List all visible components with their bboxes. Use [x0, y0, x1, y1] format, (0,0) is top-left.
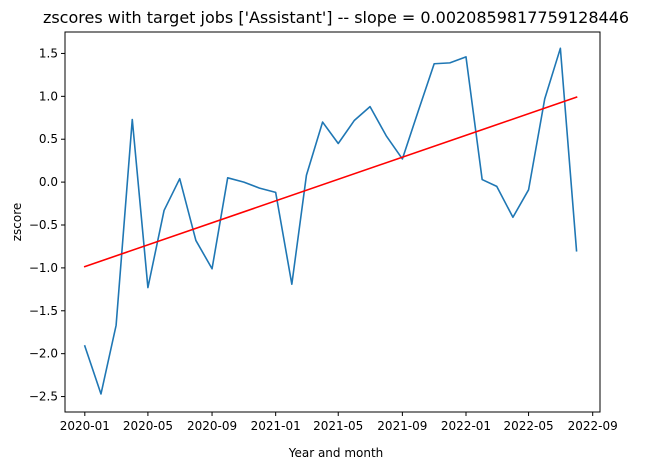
x-tick-label: 2020-05: [123, 419, 173, 433]
x-tick-label: 2020-01: [60, 419, 110, 433]
y-tick-label: −1.5: [29, 304, 58, 318]
y-tick-label: 0.0: [39, 175, 58, 189]
trend-line: [83, 96, 578, 268]
x-tick-label: 2022-05: [503, 419, 553, 433]
y-tick-label: −2.5: [29, 390, 58, 404]
y-axis-label: zscore: [10, 203, 24, 242]
x-axis-label: Year and month: [288, 446, 384, 460]
x-tick-label: 2022-09: [568, 419, 618, 433]
x-tick-label: 2022-01: [441, 419, 491, 433]
x-tick-label: 2020-09: [187, 419, 237, 433]
zscore-series-line: [83, 47, 578, 395]
chart-title: zscores with target jobs ['Assistant'] -…: [43, 8, 629, 27]
x-tick-label: 2021-09: [377, 419, 427, 433]
y-tick-label: −0.5: [29, 218, 58, 232]
x-tick-label: 2021-05: [313, 419, 363, 433]
x-tick-label: 2021-01: [251, 419, 301, 433]
y-tick-label: −2.0: [29, 347, 58, 361]
y-tick-label: −1.0: [29, 261, 58, 275]
plot-frame: [64, 31, 601, 413]
y-tick-label: 1.5: [39, 46, 58, 60]
y-tick-label: 0.5: [39, 132, 58, 146]
y-tick-label: 1.0: [39, 89, 58, 103]
